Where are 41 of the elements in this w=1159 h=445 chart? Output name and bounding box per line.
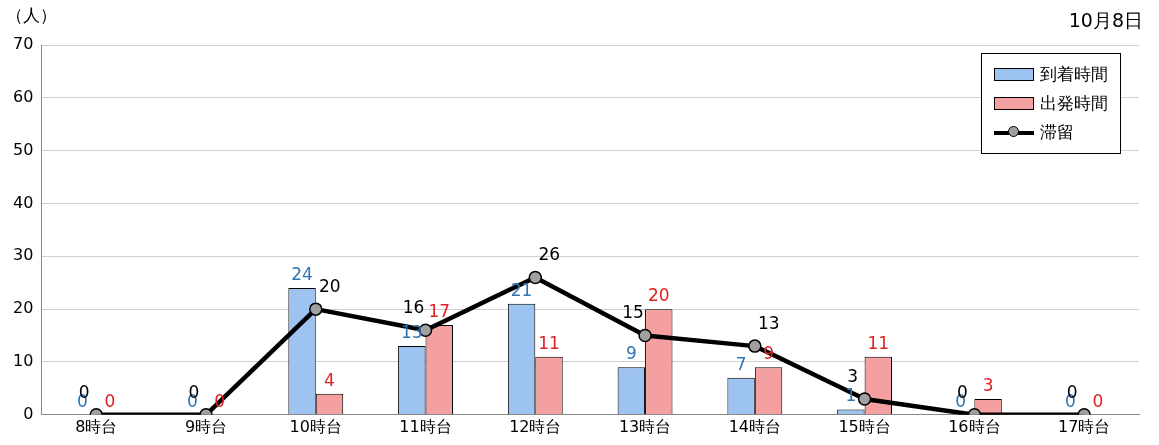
y-tick-label: 50 bbox=[13, 139, 34, 159]
data-label: 3 bbox=[847, 365, 858, 386]
data-label: 24 bbox=[291, 263, 313, 284]
x-tick-label: 15時台 bbox=[838, 416, 891, 436]
x-tick-label: 13時台 bbox=[618, 416, 672, 436]
y-tick-label: 40 bbox=[13, 192, 34, 212]
legend-label: 滞留 bbox=[1040, 121, 1074, 144]
data-label: 7 bbox=[735, 353, 747, 374]
x-tick-label: 12時台 bbox=[509, 416, 562, 436]
data-label: 11 bbox=[538, 332, 560, 353]
data-label: 16 bbox=[402, 297, 425, 318]
x-tick-label: 17時台 bbox=[1057, 416, 1111, 436]
data-label: 13 bbox=[758, 313, 780, 334]
data-label: 3 bbox=[982, 374, 994, 395]
y-tick-label: 60 bbox=[13, 86, 34, 106]
data-label: 15 bbox=[622, 302, 644, 323]
data-label: 17 bbox=[428, 300, 451, 321]
y-axis-title: （人） bbox=[6, 4, 57, 27]
legend-label: 出発時間 bbox=[1040, 92, 1108, 115]
x-tick-label: 11時台 bbox=[399, 416, 452, 436]
y-tick-label: 20 bbox=[13, 298, 34, 318]
legend-label: 到着時間 bbox=[1040, 63, 1108, 86]
chart-title: 10月8日 bbox=[1068, 8, 1143, 33]
data-label: 0 bbox=[104, 390, 116, 411]
data-label: 4 bbox=[324, 369, 335, 390]
y-tick-label: 0 bbox=[23, 403, 34, 423]
y-tick-label: 10 bbox=[13, 351, 34, 371]
x-tick-label: 14時台 bbox=[728, 416, 782, 436]
data-label: 20 bbox=[647, 285, 670, 306]
data-label: 26 bbox=[538, 244, 561, 265]
data-label: 21 bbox=[510, 279, 533, 300]
data-label: 20 bbox=[318, 276, 341, 297]
y-tick-label: 30 bbox=[13, 245, 34, 265]
x-tick-label: 9時台 bbox=[184, 416, 228, 436]
x-tick-label: 16時台 bbox=[948, 416, 1001, 436]
data-label: 11 bbox=[867, 332, 890, 353]
x-tick-label: 10時台 bbox=[289, 416, 342, 436]
data-label: 9 bbox=[625, 343, 637, 364]
y-tick-label: 70 bbox=[13, 34, 34, 54]
x-tick-label: 8時台 bbox=[75, 416, 118, 436]
data-label: 0 bbox=[1092, 390, 1104, 411]
